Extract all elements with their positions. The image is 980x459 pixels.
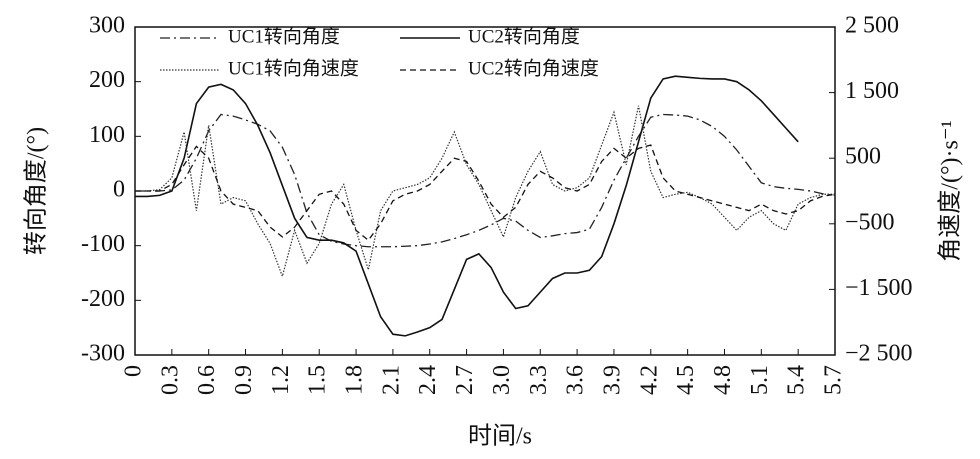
y-tick-label: -100: [81, 231, 125, 257]
legend-label: UC1转向角速度: [228, 57, 359, 79]
y-tick-label: 0: [113, 177, 125, 203]
legend-label: UC2转向角速度: [468, 57, 599, 79]
x-tick-label: 2.4: [415, 365, 441, 395]
y-tick-label: -300: [81, 341, 125, 367]
x-tick-label: 3.9: [599, 365, 625, 395]
x-tick-label: 0.6: [194, 365, 220, 395]
x-tick-label: 5.4: [784, 365, 810, 395]
x-tick-label: 5.7: [821, 365, 847, 395]
y2-tick-label: −1 500: [845, 275, 913, 301]
x-tick-label: 2.7: [452, 365, 478, 395]
x-tick-label: 0.3: [157, 365, 183, 395]
y-tick-label: 200: [89, 67, 125, 93]
y2-tick-label: 2 500: [845, 13, 899, 39]
x-tick-label: 4.2: [636, 365, 662, 395]
x-axis-label: 时间/s: [468, 423, 532, 450]
x-tick-label: 1.8: [342, 365, 368, 395]
x-tick-label: 4.8: [710, 365, 736, 395]
y-tick-label: -200: [81, 286, 125, 312]
x-tick-label: 2.1: [378, 365, 404, 395]
x-tick-label: 5.1: [747, 365, 773, 395]
series-line: [135, 113, 836, 248]
series-line: [135, 144, 836, 242]
y2-tick-label: −500: [845, 209, 895, 235]
y2-axis-label: 角速度/(°)·s⁻¹: [937, 120, 964, 261]
y-tick-label: 300: [89, 13, 125, 39]
x-tick-label: 3.0: [489, 365, 515, 395]
series-line: [135, 105, 835, 279]
y-tick-label: 100: [89, 122, 125, 148]
x-tick-label: 4.5: [673, 365, 699, 395]
x-tick-label: 0.9: [231, 365, 257, 395]
x-tick-label: 3.3: [526, 365, 552, 395]
x-tick-label: 1.5: [305, 365, 331, 395]
y2-tick-label: 500: [845, 144, 881, 170]
x-tick-label: 0: [121, 365, 147, 377]
y2-tick-label: 1 500: [845, 78, 899, 104]
x-tick-label: 1.2: [268, 365, 294, 395]
y-axis-label: 转向角度/(°): [23, 127, 50, 255]
y2-tick-label: −2 500: [845, 341, 913, 367]
x-tick-label: 3.6: [563, 365, 589, 395]
legend-label: UC1转向角度: [228, 25, 340, 47]
legend-label: UC2转向角度: [468, 25, 580, 47]
series-line: [135, 75, 799, 337]
